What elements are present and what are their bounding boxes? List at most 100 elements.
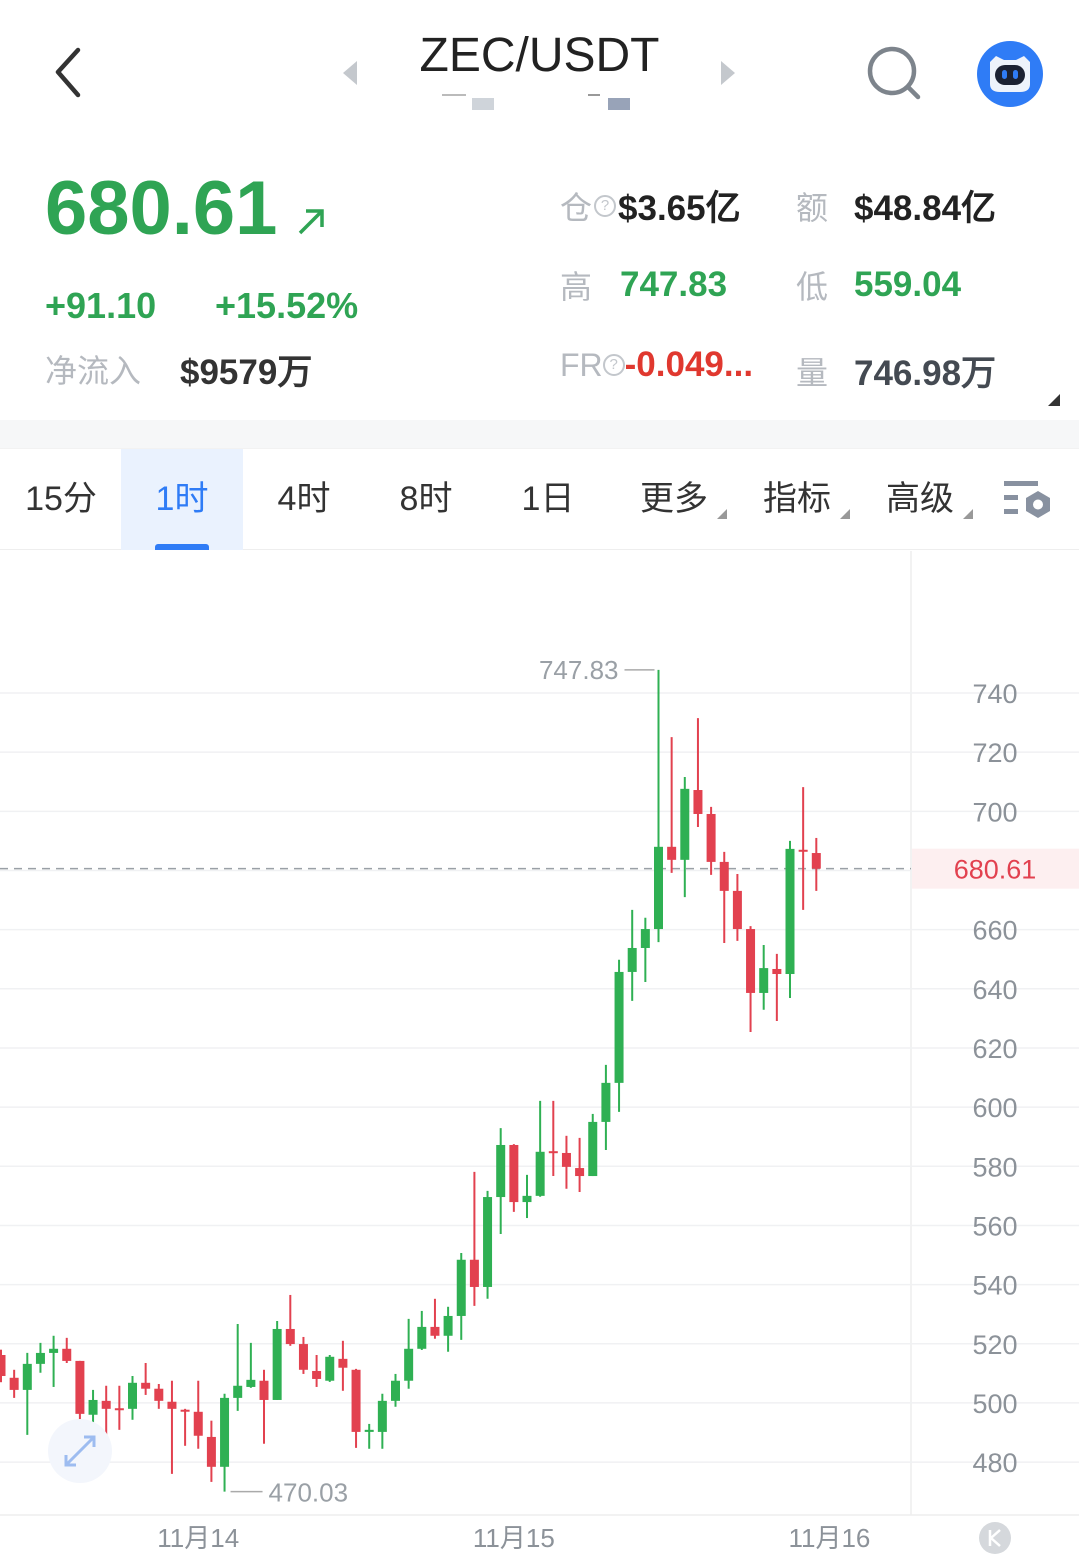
candle bbox=[706, 806, 716, 875]
candle bbox=[22, 1352, 32, 1435]
candle bbox=[49, 1335, 59, 1387]
candle bbox=[298, 1336, 308, 1374]
tab-more-dropdown[interactable]: 更多 bbox=[613, 449, 735, 550]
candle-body bbox=[575, 1168, 585, 1177]
candle bbox=[312, 1355, 322, 1387]
candle bbox=[640, 917, 650, 982]
candle-body bbox=[404, 1348, 414, 1381]
candle bbox=[206, 1420, 216, 1482]
candle-body bbox=[0, 1355, 6, 1377]
candle-body bbox=[377, 1400, 387, 1432]
tab-advanced-dropdown[interactable]: 高级 bbox=[859, 449, 981, 550]
y-tick-label: 560 bbox=[972, 1211, 1017, 1241]
candle bbox=[548, 1100, 558, 1177]
candle-body bbox=[141, 1382, 151, 1389]
back-chevron-left-icon[interactable] bbox=[48, 45, 88, 100]
help-icon[interactable]: ? bbox=[594, 194, 617, 217]
candle-body bbox=[811, 853, 821, 869]
candle bbox=[417, 1310, 427, 1350]
y-tick-label: 520 bbox=[972, 1330, 1017, 1360]
candle-body bbox=[22, 1363, 32, 1390]
candle-body bbox=[193, 1411, 203, 1436]
y-tick-label: 600 bbox=[972, 1093, 1017, 1123]
candle bbox=[9, 1369, 19, 1398]
search-icon[interactable] bbox=[866, 45, 924, 103]
stat-value: 747.83 bbox=[620, 265, 728, 304]
price-change-percent: +15.52% bbox=[215, 285, 359, 326]
y-tick-label: 480 bbox=[972, 1448, 1017, 1478]
candle bbox=[75, 1360, 85, 1430]
stat-value: 746.98万 bbox=[854, 354, 997, 393]
tab-15m[interactable]: 15分 bbox=[25, 480, 97, 518]
tab-indicators-dropdown[interactable]: 指标 bbox=[736, 449, 858, 550]
candle bbox=[443, 1306, 453, 1352]
stat-turnover: 额 $48.84亿 bbox=[796, 180, 996, 231]
candle bbox=[35, 1342, 45, 1373]
caret-icon bbox=[840, 509, 850, 519]
pair-title[interactable]: ZEC/USDT bbox=[419, 29, 660, 82]
help-icon[interactable]: ? bbox=[602, 354, 625, 376]
candle-body bbox=[167, 1401, 177, 1409]
candle-body bbox=[35, 1352, 45, 1364]
tab-label: 指标 bbox=[763, 480, 831, 518]
y-tick-label: 540 bbox=[972, 1271, 1017, 1301]
candle bbox=[785, 840, 795, 998]
candle-body bbox=[88, 1399, 98, 1415]
candle bbox=[811, 837, 821, 891]
subtitle-tag-left bbox=[442, 92, 494, 110]
candle-body bbox=[391, 1380, 400, 1401]
tab-1h[interactable]: 1时 bbox=[121, 449, 243, 550]
candle-body bbox=[62, 1348, 72, 1361]
tab-4h[interactable]: 4时 bbox=[277, 480, 331, 518]
candle-body bbox=[719, 861, 729, 891]
candle bbox=[588, 1113, 598, 1177]
expand-arrows-icon[interactable] bbox=[48, 1419, 112, 1483]
net-inflow-value: $9579万 bbox=[180, 353, 313, 392]
stat-funding-rate[interactable]: FR ? -0.049... bbox=[560, 345, 753, 385]
candle-body bbox=[9, 1377, 19, 1390]
chart-settings-icon[interactable] bbox=[1004, 479, 1056, 523]
candle-body bbox=[614, 971, 624, 1083]
stat-open-interest[interactable]: 仓 ? $3.65亿 bbox=[560, 180, 741, 231]
tab-1d[interactable]: 1日 bbox=[521, 480, 575, 518]
candle bbox=[772, 953, 782, 1022]
candle-body bbox=[220, 1397, 230, 1467]
candle-body bbox=[325, 1356, 335, 1381]
y-tick-label: 620 bbox=[972, 1034, 1017, 1064]
previous-pair-triangle-left-icon[interactable] bbox=[343, 61, 357, 85]
candle-body bbox=[351, 1369, 361, 1432]
candle-body bbox=[285, 1328, 295, 1345]
candle bbox=[614, 959, 624, 1112]
candle bbox=[167, 1380, 177, 1474]
robot-avatar-icon[interactable] bbox=[976, 40, 1044, 108]
candle-body bbox=[75, 1360, 85, 1414]
candle-body bbox=[312, 1370, 322, 1379]
stat-high: 高 747.83 bbox=[560, 262, 727, 308]
candle bbox=[154, 1383, 164, 1409]
candle bbox=[114, 1385, 124, 1430]
candle-body bbox=[430, 1326, 440, 1336]
candle bbox=[667, 737, 677, 873]
candle-body bbox=[535, 1151, 545, 1196]
candle-body bbox=[706, 813, 716, 862]
candle bbox=[364, 1423, 374, 1449]
candle bbox=[693, 718, 703, 827]
stat-label: 高 bbox=[560, 269, 593, 305]
candle-body bbox=[154, 1388, 164, 1401]
candle-body bbox=[298, 1344, 308, 1370]
expand-stats-corner-icon[interactable] bbox=[1048, 394, 1060, 406]
next-pair-triangle-right-icon[interactable] bbox=[721, 61, 735, 85]
tab-8h[interactable]: 8时 bbox=[399, 480, 453, 518]
candle bbox=[180, 1408, 190, 1446]
candle bbox=[62, 1337, 72, 1363]
candle-body bbox=[667, 846, 677, 860]
stat-label: 低 bbox=[796, 269, 829, 305]
candle-body bbox=[496, 1144, 506, 1198]
min-price-label: 470.03 bbox=[269, 1478, 349, 1508]
candlestick-chart[interactable]: 740 720 700 660 640 620 600 580 560 540 520 500 480 6… bbox=[0, 551, 1079, 1557]
y-tick-label: 580 bbox=[972, 1152, 1017, 1182]
candle bbox=[246, 1342, 256, 1388]
y-tick-label: 720 bbox=[972, 738, 1017, 768]
candle bbox=[193, 1380, 203, 1449]
candle bbox=[404, 1318, 414, 1389]
